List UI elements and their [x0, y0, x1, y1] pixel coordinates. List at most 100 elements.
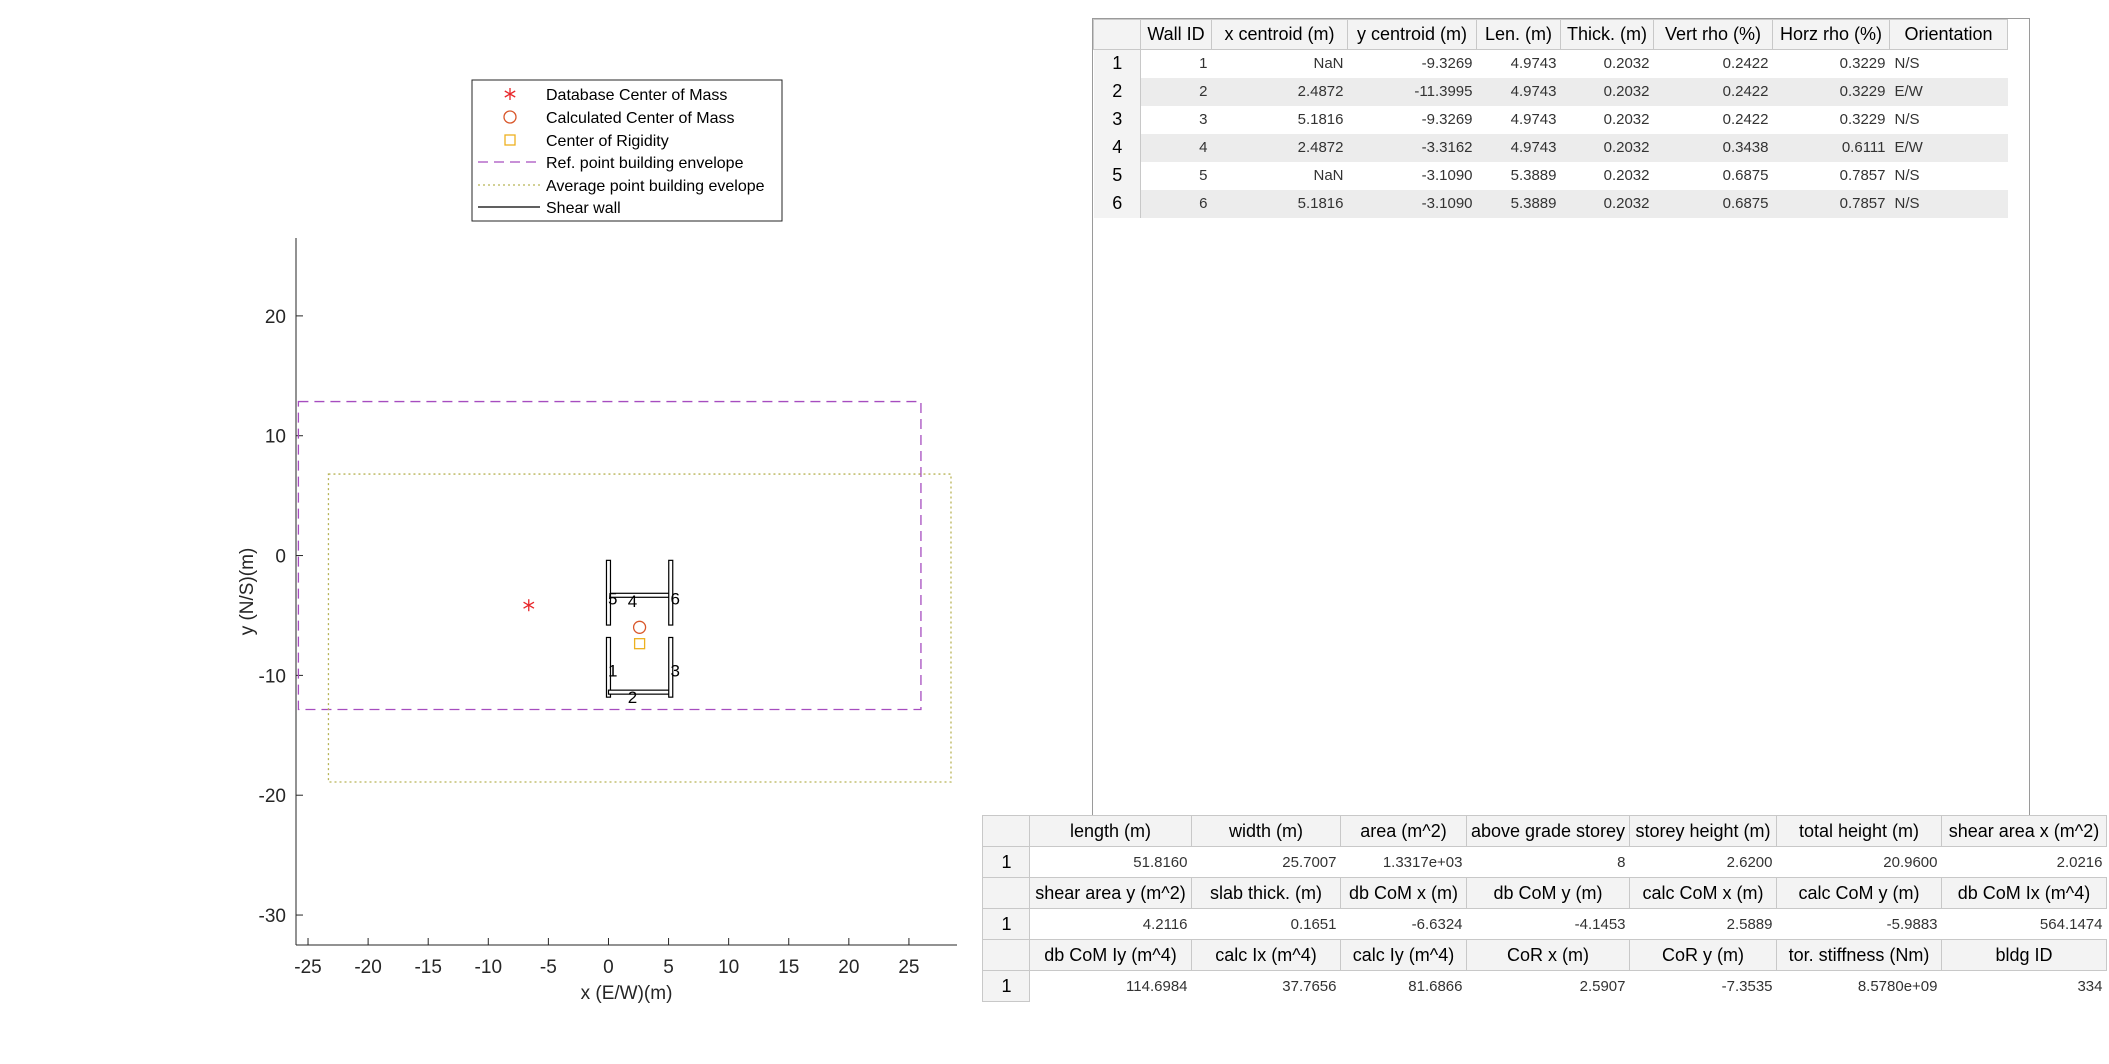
- props-row-number[interactable]: 1: [982, 846, 1030, 878]
- wall-table-row[interactable]: 2 2 2.4872 -11.3995 4.9743 0.2032 0.2422 0.3229…: [1093, 77, 2008, 106]
- props-column-header[interactable]: tor. stiffness (Nm): [1776, 939, 1942, 971]
- props-column-header[interactable]: calc Iy (m^4): [1340, 939, 1467, 971]
- wall-table-row-number[interactable]: 2: [1093, 77, 1141, 106]
- props-cell[interactable]: 0.1651: [1191, 908, 1341, 940]
- wall-table-column-header[interactable]: Orientation: [1889, 19, 2008, 50]
- wall-table-row[interactable]: 1 1 NaN -9.3269 4.9743 0.2032 0.2422 0.3229 N/S: [1093, 49, 2008, 78]
- wall-table-row-number[interactable]: 1: [1093, 49, 1141, 78]
- wall-table-cell[interactable]: 4.9743: [1476, 133, 1561, 162]
- wall-table-row[interactable]: 5 5 NaN -3.1090 5.3889 0.2032 0.6875 0.7857 N/S: [1093, 161, 2008, 190]
- wall-table-cell[interactable]: 5.3889: [1510, 167, 1557, 184]
- wall-table-cell[interactable]: 0.3229: [1839, 111, 1886, 128]
- wall-table-row-number[interactable]: 5: [1093, 161, 1141, 190]
- props-cell[interactable]: -7.3535: [1629, 970, 1777, 1002]
- wall-table-column-header[interactable]: Wall ID: [1140, 19, 1212, 50]
- wall-table-cell[interactable]: 2.4872: [1211, 133, 1348, 162]
- wall-table-row[interactable]: 6 6 5.1816 -3.1090 5.3889 0.2032 0.6875 0.7857 N…: [1093, 189, 2008, 218]
- props-cell[interactable]: 8.5780e+09: [1776, 970, 1942, 1002]
- wall-table-cell[interactable]: E/W: [1889, 133, 2008, 162]
- wall-table-column-header[interactable]: y centroid (m): [1347, 19, 1477, 50]
- props-cell[interactable]: 2.0216: [1941, 846, 2107, 878]
- props-column-header[interactable]: above grade storey: [1466, 815, 1630, 847]
- props-column-header[interactable]: length (m): [1029, 815, 1192, 847]
- wall-table-cell[interactable]: NaN: [1313, 167, 1344, 184]
- props-column-header[interactable]: db CoM x (m): [1340, 877, 1467, 909]
- props-column-header[interactable]: CoR y (m): [1629, 939, 1777, 971]
- props-column-header[interactable]: CoR x (m): [1466, 939, 1630, 971]
- props-row-number[interactable]: 1: [982, 908, 1030, 940]
- wall-table-cell[interactable]: 2: [1140, 77, 1212, 106]
- wall-table-column-header[interactable]: x centroid (m): [1211, 19, 1348, 50]
- props-cell[interactable]: 4.2116: [1029, 908, 1192, 940]
- props-cell[interactable]: 564.1474: [1941, 908, 2107, 940]
- props-cell[interactable]: 51.8160: [1029, 846, 1192, 878]
- wall-table-cell[interactable]: 1: [1199, 55, 1208, 73]
- wall-table-row-number[interactable]: 3: [1093, 105, 1141, 134]
- wall-table-cell[interactable]: -3.1090: [1421, 167, 1473, 184]
- props-cell[interactable]: 8: [1466, 846, 1630, 878]
- props-cell[interactable]: 37.7656: [1191, 970, 1341, 1002]
- props-cell[interactable]: 2.5889: [1629, 908, 1777, 940]
- wall-table-cell[interactable]: 5: [1199, 167, 1208, 184]
- props-column-header[interactable]: slab thick. (m): [1191, 877, 1341, 909]
- wall-table-cell[interactable]: E/W: [1889, 77, 2008, 106]
- props-column-header[interactable]: shear area y (m^2): [1029, 877, 1192, 909]
- wall-table-cell[interactable]: 0.3438: [1653, 133, 1773, 162]
- wall-table-cell[interactable]: 5.3889: [1476, 189, 1561, 218]
- wall-table-cell[interactable]: N/S: [1894, 111, 1920, 128]
- props-column-header[interactable]: db CoM Ix (m^4): [1941, 877, 2107, 909]
- wall-table-cell[interactable]: 4: [1140, 133, 1212, 162]
- props-cell[interactable]: -5.9883: [1776, 908, 1942, 940]
- wall-table-cell[interactable]: 4.9743: [1510, 55, 1557, 73]
- props-cell[interactable]: -6.6324: [1340, 908, 1467, 940]
- props-cell[interactable]: -4.1453: [1466, 908, 1630, 940]
- wall-table-cell[interactable]: 0.2422: [1722, 111, 1769, 128]
- wall-table-cell[interactable]: 0.2032: [1560, 189, 1654, 218]
- props-row-number[interactable]: 1: [982, 970, 1030, 1002]
- wall-table-cell[interactable]: 3: [1199, 111, 1208, 128]
- wall-table-column-header[interactable]: Vert rho (%): [1653, 19, 1773, 50]
- wall-table-cell[interactable]: -3.3162: [1347, 133, 1477, 162]
- wall-table-cell[interactable]: 5.1816: [1297, 111, 1344, 128]
- props-cell[interactable]: 20.9600: [1776, 846, 1942, 878]
- wall-table-cell[interactable]: 0.2422: [1722, 55, 1769, 73]
- wall-table-cell[interactable]: 0.6875: [1653, 189, 1773, 218]
- wall-table-cell[interactable]: -9.3269: [1421, 111, 1473, 128]
- wall-table-cell[interactable]: 4.9743: [1476, 77, 1561, 106]
- props-cell[interactable]: 1.3317e+03: [1340, 846, 1467, 878]
- wall-table-cell[interactable]: -11.3995: [1347, 77, 1477, 106]
- wall-table-row-number[interactable]: 4: [1093, 133, 1141, 162]
- props-column-header[interactable]: calc CoM x (m): [1629, 877, 1777, 909]
- props-column-header[interactable]: total height (m): [1776, 815, 1942, 847]
- props-cell[interactable]: 114.6984: [1029, 970, 1192, 1002]
- wall-table-row-number[interactable]: 6: [1093, 189, 1141, 218]
- wall-table-column-header[interactable]: Horz rho (%): [1772, 19, 1890, 50]
- props-column-header[interactable]: storey height (m): [1629, 815, 1777, 847]
- wall-table-cell[interactable]: 0.2032: [1603, 167, 1650, 184]
- wall-table-cell[interactable]: N/S: [1889, 189, 2008, 218]
- wall-table-cell[interactable]: 0.6875: [1722, 167, 1769, 184]
- props-cell[interactable]: 334: [1941, 970, 2107, 1002]
- props-column-header[interactable]: area (m^2): [1340, 815, 1467, 847]
- wall-table-row[interactable]: 4 4 2.4872 -3.3162 4.9743 0.2032 0.3438 0.6111 E…: [1093, 133, 2008, 162]
- wall-table-cell[interactable]: 0.7857: [1772, 189, 1890, 218]
- wall-table-cell[interactable]: 0.3229: [1772, 77, 1890, 106]
- wall-table-cell[interactable]: N/S: [1894, 55, 1920, 73]
- wall-table-column-header[interactable]: Thick. (m): [1560, 19, 1654, 50]
- wall-table-cell[interactable]: 0.2032: [1560, 77, 1654, 106]
- wall-table-column-header[interactable]: Len. (m): [1476, 19, 1561, 50]
- props-column-header[interactable]: calc Ix (m^4): [1191, 939, 1341, 971]
- props-column-header[interactable]: calc CoM y (m): [1776, 877, 1942, 909]
- props-cell[interactable]: 81.6866: [1340, 970, 1467, 1002]
- wall-table-cell[interactable]: 0.3229: [1839, 55, 1886, 73]
- wall-table-cell[interactable]: 0.2032: [1560, 133, 1654, 162]
- props-cell[interactable]: 25.7007: [1191, 846, 1341, 878]
- props-column-header[interactable]: width (m): [1191, 815, 1341, 847]
- wall-table-cell[interactable]: 0.2422: [1653, 77, 1773, 106]
- props-column-header[interactable]: db CoM y (m): [1466, 877, 1630, 909]
- props-column-header[interactable]: shear area x (m^2): [1941, 815, 2107, 847]
- props-cell[interactable]: 2.6200: [1629, 846, 1777, 878]
- wall-table-cell[interactable]: 2.4872: [1211, 77, 1348, 106]
- wall-table-cell[interactable]: NaN: [1313, 55, 1344, 73]
- wall-table-row[interactable]: 3 3 5.1816 -9.3269 4.9743 0.2032 0.2422 0.3229 N…: [1093, 105, 2008, 134]
